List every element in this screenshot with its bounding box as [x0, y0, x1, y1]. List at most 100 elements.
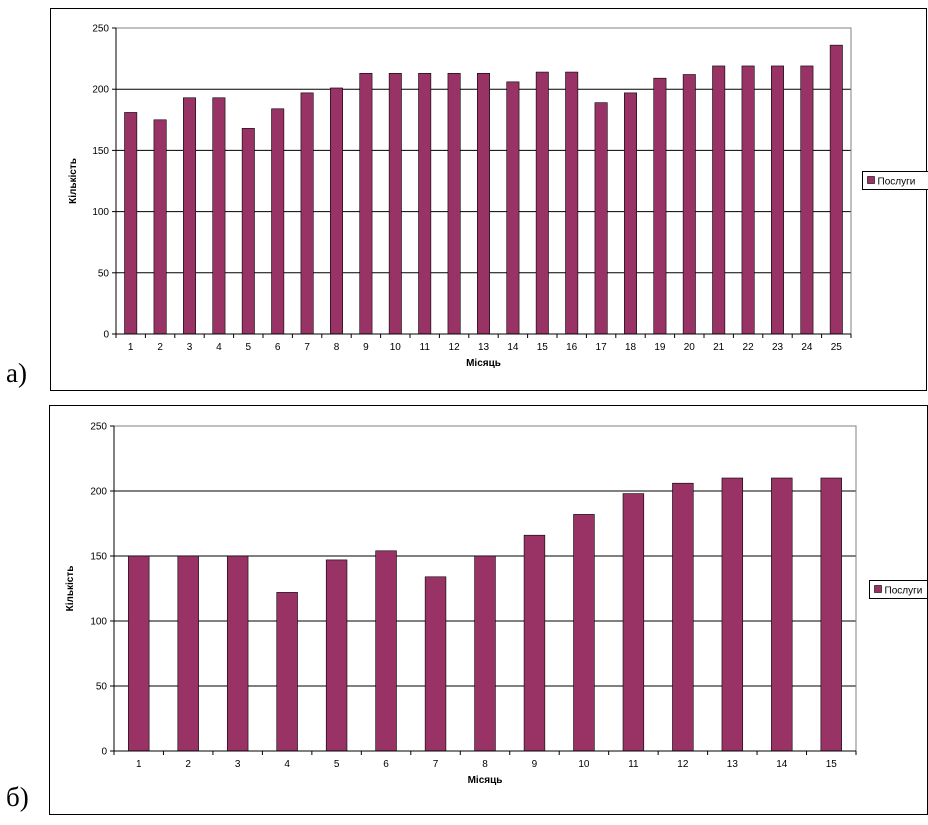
bar [325, 559, 348, 752]
x-tick-label: 9 [363, 342, 369, 353]
bar [128, 555, 150, 752]
bar [153, 119, 167, 335]
x-tick-label: 19 [654, 342, 666, 353]
y-axis-title: Кількість [68, 158, 79, 204]
bar [424, 576, 447, 752]
x-tick-label: 3 [187, 342, 193, 353]
bar [712, 65, 726, 335]
bar [477, 72, 490, 335]
y-tick-label: 200 [92, 85, 109, 96]
x-tick-label: 5 [246, 342, 252, 353]
x-tick-label: 24 [801, 342, 813, 353]
y-tick-label: 50 [96, 682, 108, 693]
x-tick-label: 1 [128, 342, 134, 353]
x-axis-title: Місяць [468, 775, 503, 786]
bar [594, 102, 608, 335]
x-tick-label: 6 [383, 759, 389, 770]
y-tick-label: 100 [90, 617, 107, 628]
y-tick-label: 100 [92, 207, 109, 218]
x-tick-label: 7 [433, 759, 439, 770]
bar [721, 477, 744, 752]
bar [820, 477, 842, 752]
legend-swatch [874, 585, 882, 593]
y-tick-label: 0 [101, 747, 107, 758]
x-tick-label: 9 [532, 759, 538, 770]
bar [622, 493, 645, 752]
x-tick-label: 22 [743, 342, 755, 353]
x-tick-label: 2 [157, 342, 163, 353]
bar [474, 555, 496, 752]
x-tick-label: 3 [235, 759, 241, 770]
x-tick-label: 21 [713, 342, 725, 353]
y-tick-label: 250 [90, 422, 107, 433]
bar [124, 112, 138, 335]
legend-box [862, 171, 928, 190]
bar [300, 92, 314, 335]
bar [523, 534, 546, 752]
bar [212, 97, 226, 335]
bar [672, 482, 694, 752]
x-tick-label: 10 [390, 342, 402, 353]
y-tick-label: 200 [90, 487, 107, 498]
bar [771, 477, 793, 752]
x-tick-label: 5 [334, 759, 340, 770]
y-tick-label: 50 [98, 268, 110, 279]
x-tick-label: 10 [578, 759, 590, 770]
chart-panel-b: 0 50 100 150 200 250 1 2 3 4 5 6 7 8 9 10 11 12 13 14 15 Міся… [0, 405, 928, 825]
bar [447, 72, 461, 335]
x-tick-label: 8 [482, 759, 488, 770]
legend: Послуги [862, 171, 928, 190]
x-tick-label: 20 [684, 342, 696, 353]
bar [535, 71, 549, 335]
x-tick-label: 23 [772, 342, 784, 353]
y-axis-title: Кількість [65, 566, 76, 612]
x-tick-label: 15 [537, 342, 549, 353]
x-tick-label: 13 [727, 759, 739, 770]
bar [573, 514, 595, 752]
bar [359, 72, 373, 335]
bar [624, 92, 637, 335]
x-tick-label: 13 [478, 342, 490, 353]
x-tick-label: 25 [831, 342, 843, 353]
x-tick-label: 4 [284, 759, 290, 770]
y-tick-label: 250 [92, 24, 109, 35]
bar [565, 71, 579, 335]
bar [506, 81, 520, 335]
bar [276, 592, 298, 752]
bar [330, 87, 343, 335]
panel-label-b: б) [6, 782, 29, 812]
legend: Послуги [869, 580, 928, 599]
bar [375, 550, 397, 752]
x-tick-label: 15 [826, 759, 838, 770]
x-tick-label: 11 [628, 759, 639, 770]
legend-label: Послуги [885, 586, 923, 597]
x-tick-label: 11 [420, 342, 431, 353]
y-tick-label: 150 [92, 146, 109, 157]
x-tick-label: 4 [216, 342, 222, 353]
bar [183, 97, 196, 335]
x-tick-label: 14 [507, 342, 519, 353]
bar [388, 72, 402, 335]
x-tick-label: 18 [625, 342, 637, 353]
x-tick-label: 12 [449, 342, 461, 353]
y-tick-label: 0 [103, 330, 109, 341]
bar [271, 108, 285, 335]
chart-panel-a: 0 50 100 150 200 250 1 2 3 4 5 6 7 8 9 10 11 12 13 14 15 16 17… [0, 0, 928, 405]
x-tick-label: 16 [566, 342, 578, 353]
x-tick-label: 8 [334, 342, 340, 353]
bar [829, 44, 843, 335]
panel-label-a: а) [6, 358, 27, 388]
bar [741, 65, 755, 335]
x-tick-label: 1 [136, 759, 142, 770]
x-tick-label: 17 [596, 342, 608, 353]
x-tick-label: 7 [304, 342, 310, 353]
bar [653, 77, 667, 335]
y-tick-label: 150 [90, 552, 107, 563]
bar [771, 65, 784, 335]
legend-label: Послуги [878, 177, 916, 188]
x-tick-label: 2 [185, 759, 191, 770]
bar [226, 555, 249, 752]
x-tick-label: 14 [776, 759, 788, 770]
